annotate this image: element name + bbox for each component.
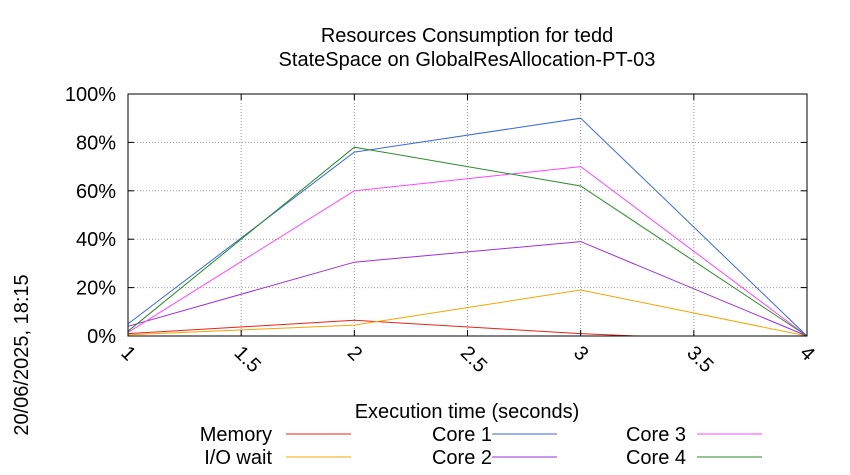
- legend-label-i-o-wait: I/O wait: [204, 447, 272, 469]
- series-line-core-3: [127, 166, 808, 337]
- y-tick-label: 60%: [76, 181, 116, 203]
- series-lines: [127, 117, 808, 337]
- x-tick-label: 1.5: [230, 342, 265, 377]
- legend-label-memory: Memory: [200, 424, 272, 446]
- y-tick-label: 100%: [65, 84, 116, 106]
- legend-label-core-1: Core 1: [432, 424, 492, 446]
- x-tick-label: 3.5: [682, 342, 717, 377]
- legend-label-core-3: Core 3: [626, 424, 686, 446]
- series-line-core-1: [127, 117, 808, 337]
- series-line-core-4: [127, 146, 808, 337]
- axis-ticks: 1 1.5 2 2.5 3 3.5 40%20%40%60%80%100%: [65, 84, 819, 377]
- x-tick-label: 3: [569, 342, 592, 365]
- series-line-i-o-wait: [127, 289, 808, 337]
- x-tick-label: 1: [116, 342, 139, 365]
- chart-title: Resources Consumption for tedd: [321, 25, 613, 47]
- y-tick-label: 0%: [87, 326, 116, 348]
- x-tick-label: 2.5: [456, 342, 491, 377]
- series-line-memory: [127, 319, 638, 337]
- legend-label-core-4: Core 4: [626, 447, 686, 469]
- x-axis-label: Execution time (seconds): [355, 401, 580, 423]
- x-tick-label: 2: [343, 342, 366, 365]
- gridlines: [128, 94, 807, 336]
- y-tick-label: 80%: [76, 132, 116, 154]
- y-tick-label: 40%: [76, 229, 116, 251]
- series-line-core-2: [127, 241, 808, 337]
- y-tick-label: 20%: [76, 278, 116, 300]
- timestamp-label: 20/06/2025, 18:15: [11, 274, 33, 435]
- legend-label-core-2: Core 2: [432, 447, 492, 469]
- x-tick-label: 4: [795, 342, 818, 365]
- chart-subtitle: StateSpace on GlobalResAllocation-PT-03: [279, 49, 656, 71]
